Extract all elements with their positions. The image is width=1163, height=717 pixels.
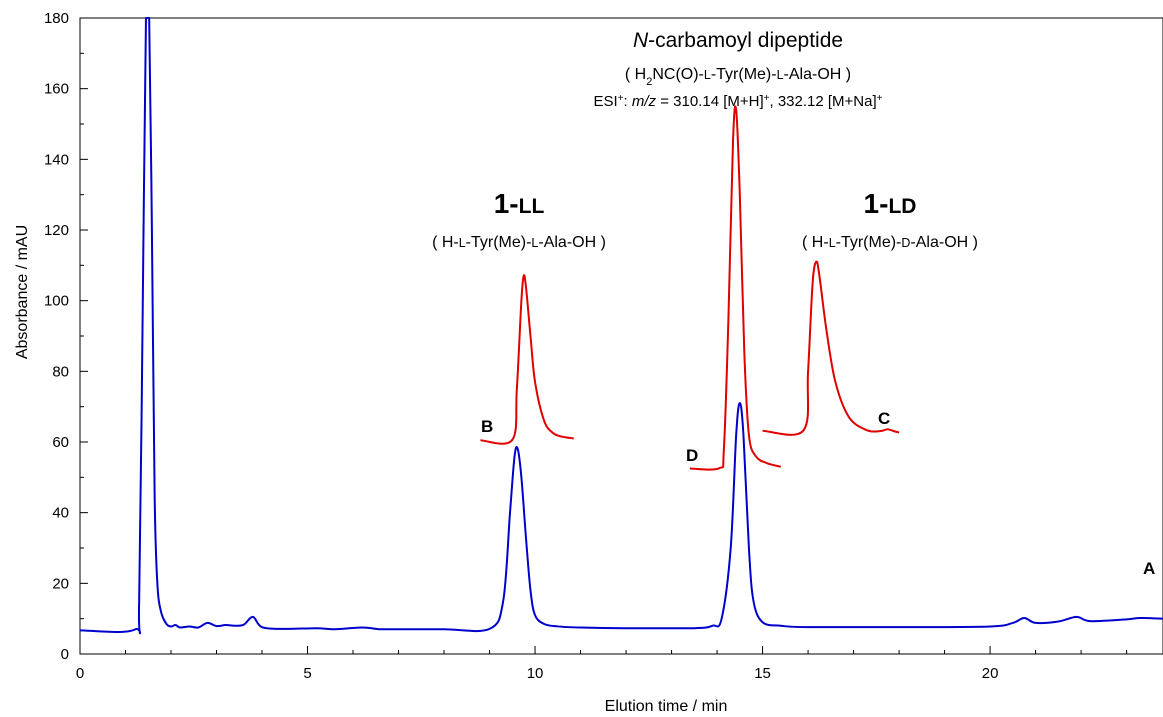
y-tick-label: 100 [44,293,69,310]
axis-ticks [79,17,1128,655]
trace-label-d: D [686,446,698,465]
x-tick-label: 15 [754,665,771,682]
y-tick-label: 160 [44,81,69,98]
x-axis-title: Elution time / min [605,698,728,715]
y-tick-label: 140 [44,151,69,168]
ncarb-formula: ( H2NC(O)-L-Tyr(Me)-L-Ala-OH ) [625,66,851,88]
trace-label-b: B [481,417,493,436]
y-tick-label: 60 [52,434,69,451]
trace-c [762,260,900,436]
x-tick-label: 5 [303,665,311,682]
chromatogram-traces [79,17,1163,635]
trace-d [689,105,782,471]
ld-label: 1-LD [864,188,917,219]
ll-formula: ( H-L-Tyr(Me)-L-Ala-OH ) [432,234,606,251]
trace-label-a: A [1143,559,1155,578]
y-tick-labels: 0 20 40 60 80 100 120 140 160 180 [44,10,69,663]
y-tick-label: 80 [52,363,69,380]
ld-formula: ( H-L-Tyr(Me)-D-Ala-OH ) [802,234,978,251]
trace-b [480,274,574,445]
ll-label: 1-LL [494,188,545,219]
y-tick-label: 0 [61,646,69,663]
trace-a [79,17,1163,635]
ncarb-title: N-carbamoyl dipeptide [633,29,843,52]
x-tick-label: 20 [982,665,999,682]
y-axis-title: Absorbance / mAU [14,225,31,359]
ncarb-esi: ESI+: m/z = 310.14 [M+H]+, 332.12 [M+Na]… [594,93,883,111]
y-tick-label: 120 [44,222,69,239]
y-tick-label: 180 [44,10,69,27]
plot-frame [79,17,1163,655]
trace-label-c: C [878,409,890,428]
x-tick-label: 10 [527,665,544,682]
x-tick-label: 0 [76,665,84,682]
y-tick-label: 40 [52,505,69,522]
x-tick-labels: 0 5 10 15 20 [76,665,999,682]
y-tick-label: 20 [52,575,69,592]
